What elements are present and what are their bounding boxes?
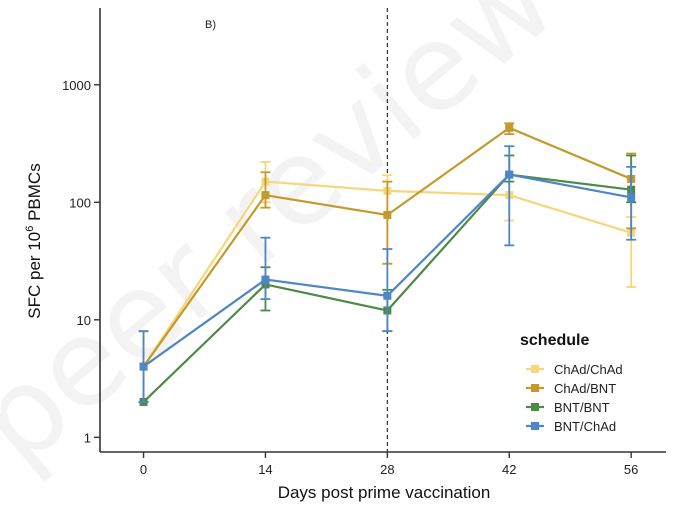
y-axis-title-end: PBMCs: [25, 163, 44, 225]
y-tick-label: 10: [77, 313, 91, 328]
data-point: [505, 170, 514, 179]
x-tick-label: 0: [140, 462, 147, 477]
data-point: [383, 210, 392, 219]
data-point: [261, 191, 270, 200]
y-axis-title: SFC per 106 PBMCs: [24, 163, 44, 318]
panel-label: B): [205, 19, 216, 31]
legend-label: ChAd/BNT: [554, 381, 616, 396]
legend-swatch-marker: [531, 403, 539, 411]
x-tick-label: 28: [380, 462, 394, 477]
data-point: [261, 275, 270, 284]
legend-swatch-marker: [531, 422, 539, 430]
x-tick-label: 14: [258, 462, 272, 477]
y-axis-title-main: SFC per 10: [25, 232, 44, 319]
legend-swatch-marker: [531, 384, 539, 392]
x-tick-label: 42: [502, 462, 516, 477]
legend-label: BNT/ChAd: [554, 419, 616, 434]
y-tick-label: 1: [84, 430, 91, 445]
legend-label: BNT/BNT: [554, 400, 610, 415]
data-point: [505, 123, 514, 132]
legend: schedule ChAd/ChAd ChAd/BNT BNT/BNT BNT/ChA…: [520, 332, 623, 434]
y-axis-title-superscript: 6: [24, 226, 36, 232]
data-point: [139, 362, 148, 371]
x-tick-label: 56: [624, 462, 638, 477]
legend-title: schedule: [520, 332, 589, 349]
series-bnt-chad: [138, 145, 637, 403]
x-axis-title: Days post prime vaccination: [278, 483, 491, 502]
data-point: [383, 291, 392, 300]
legend-swatch-marker: [531, 365, 539, 373]
y-tick-label: 1000: [62, 78, 91, 93]
legend-label: ChAd/ChAd: [554, 362, 623, 377]
y-tick-label: 100: [69, 195, 91, 210]
data-point: [627, 193, 636, 202]
plot-area: 1 10 100 1000 0 14 28 42 56: [62, 8, 666, 477]
